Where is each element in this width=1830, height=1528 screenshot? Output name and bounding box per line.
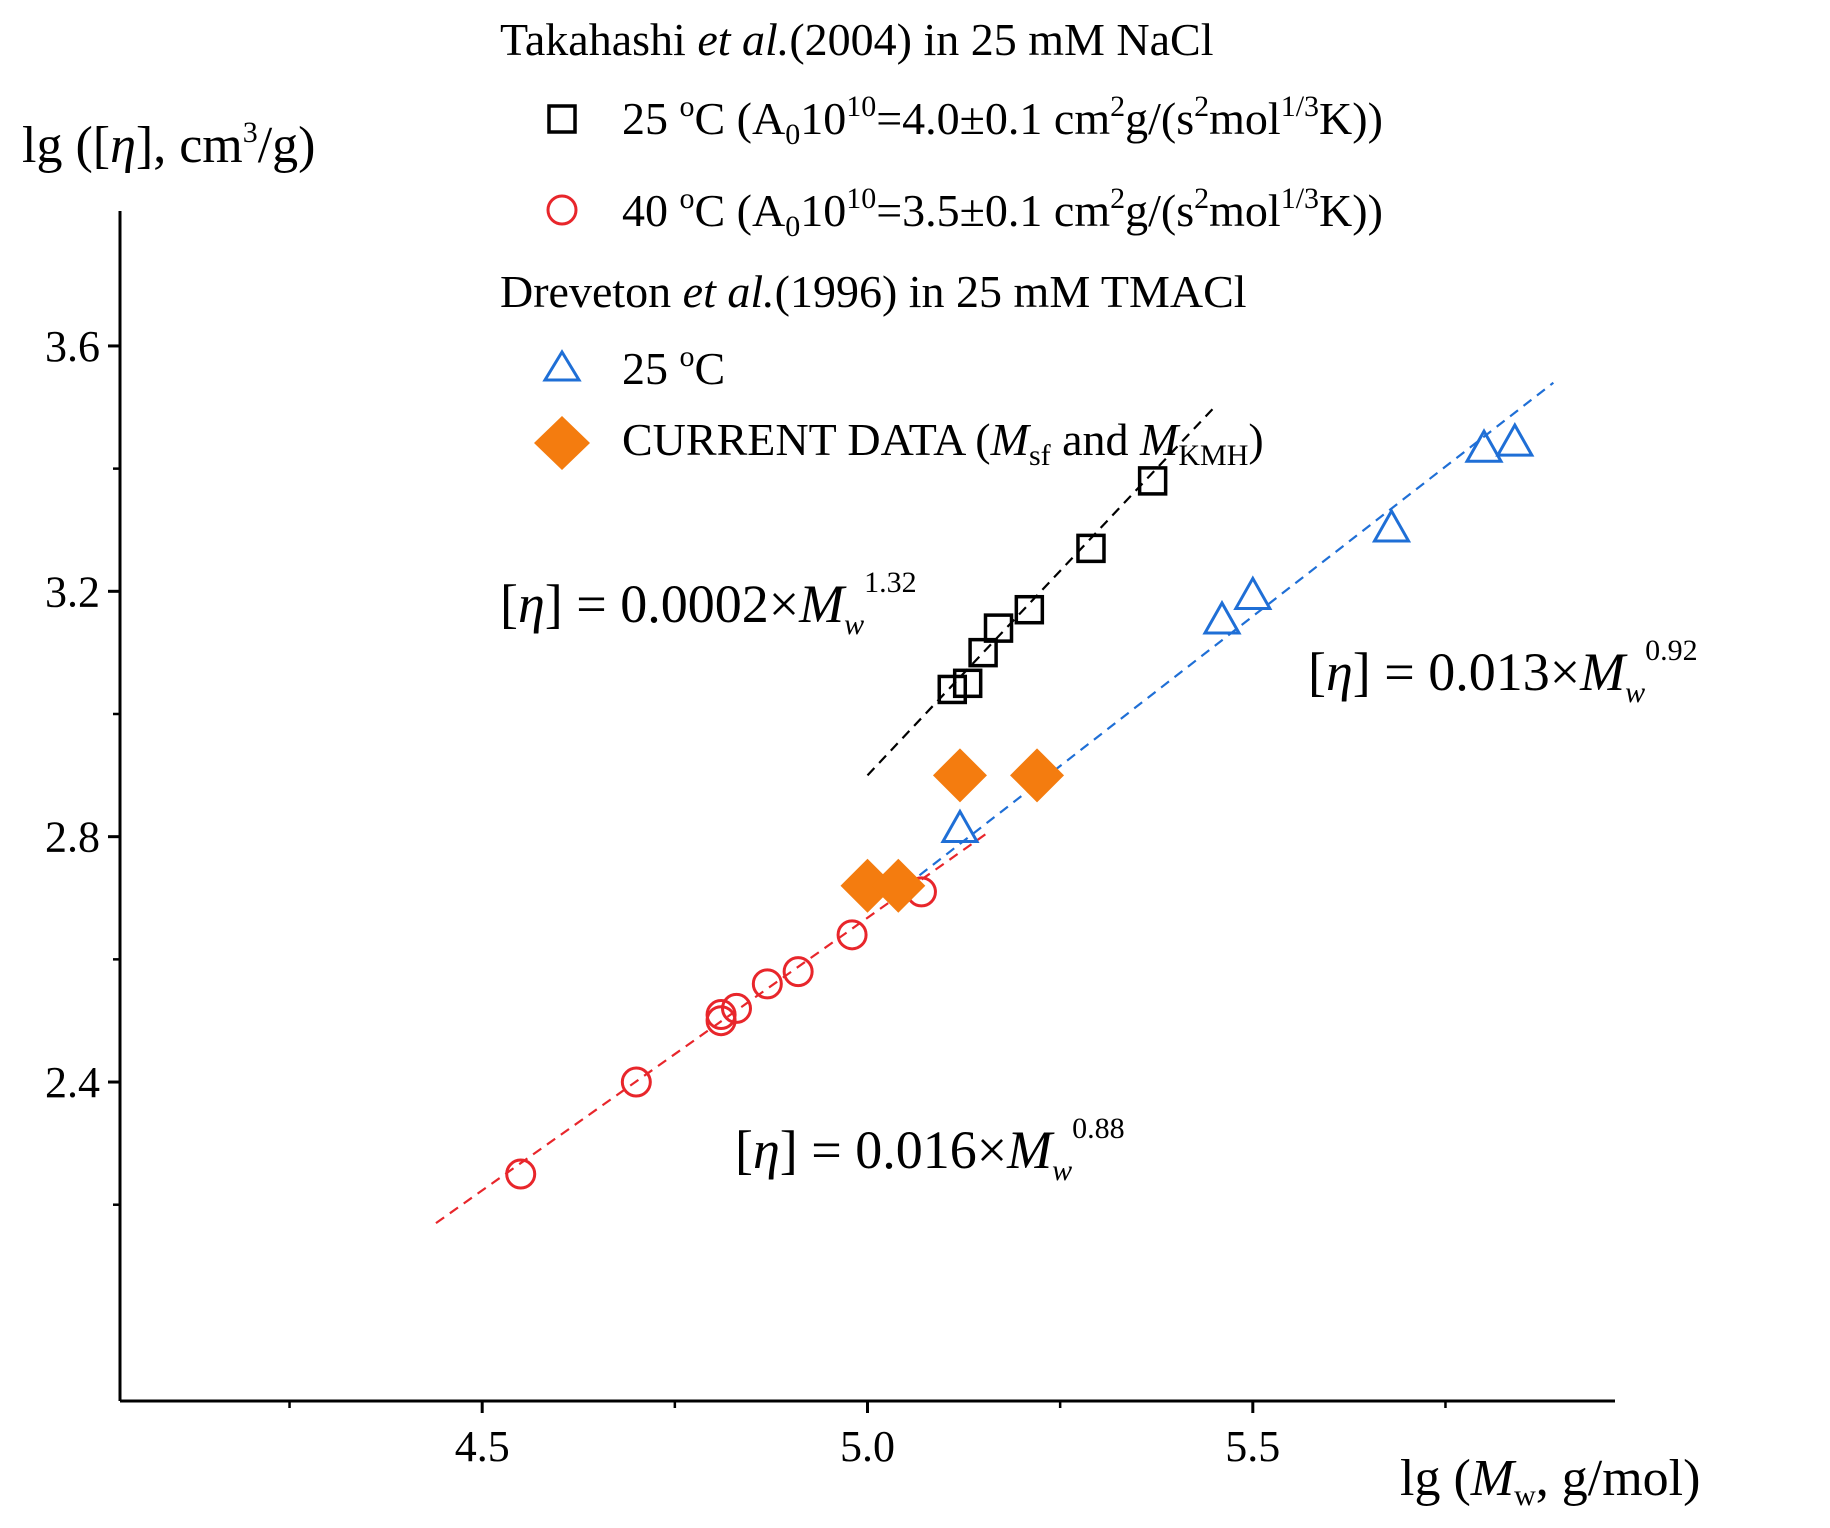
fit-lines: [435, 381, 1555, 1225]
circle-point: [836, 919, 868, 951]
circle-point: [751, 968, 783, 1000]
diamond-point: [840, 858, 895, 913]
legend-circle-marker: [546, 194, 578, 226]
y-tick-label: 2.8: [45, 813, 100, 862]
x-axis-title: lg (Mw, g/mol): [1400, 1450, 1700, 1512]
diamond-point: [1010, 748, 1065, 803]
equation-blue: [η] = 0.013×Mw0.92: [1308, 634, 1698, 709]
triangle-point: [1495, 422, 1535, 457]
triangle-point: [940, 808, 980, 844]
legend-diamond-marker: [534, 416, 590, 470]
triangle-point: [1202, 599, 1242, 635]
x-tick-label: 5.5: [1225, 1422, 1280, 1471]
square-point: [983, 613, 1014, 643]
circle-point: [705, 1005, 737, 1037]
legend-label-takahashi-40: 40 oC (A01010=3.5±0.1 cm2g/(s2mol1/3K)): [622, 182, 1383, 243]
legend-square-marker: [547, 104, 577, 134]
triangle-point: [1464, 428, 1504, 463]
equation-red: [η] = 0.016×Mw0.88: [735, 1112, 1125, 1187]
data-points: [505, 422, 1535, 1190]
axes: [118, 211, 1615, 1403]
legend-group2-title: Dreveton et al.(1996) in 25 mM TMACl: [500, 266, 1247, 317]
square-point: [968, 637, 998, 668]
y-tick-label: 3.2: [45, 567, 100, 616]
legend-group1-title: Takahashi et al.(2004) in 25 mM NaCl: [500, 14, 1214, 65]
legend-label-takahashi-25: 25 oC (A01010=4.0±0.1 cm2g/(s2mol1/3K)): [622, 90, 1383, 151]
diamond-point: [871, 858, 926, 913]
square-point: [952, 668, 983, 699]
circle-point: [505, 1158, 537, 1190]
x-tick-label: 4.5: [455, 1422, 510, 1471]
circle-point: [782, 956, 814, 988]
y-axis-title: lg ([η], cm3/g): [22, 116, 316, 174]
square-point: [1014, 594, 1045, 625]
square-point: [1137, 466, 1168, 496]
circle-point: [720, 992, 752, 1024]
triangle-point: [1233, 575, 1273, 610]
triangle-point: [1371, 507, 1412, 543]
ticks: 2.4 2.8 3.2 3.6 4.5 5.0 5.5: [45, 322, 1447, 1471]
legend: Takahashi et al.(2004) in 25 mM NaCl 25 …: [500, 14, 1383, 472]
circle-point: [620, 1066, 652, 1098]
y-tick-label: 2.4: [45, 1058, 100, 1107]
square-point: [1076, 533, 1106, 564]
x-tick-label: 5.0: [840, 1422, 895, 1471]
equation-black: [η] = 0.0002×Mw1.32: [500, 566, 917, 641]
legend-label-dreveton-25: 25 oC: [622, 340, 725, 394]
legend-label-current-data: CURRENT DATA (Msf and MKMH): [622, 414, 1264, 472]
diamond-point: [932, 748, 987, 803]
legend-triangle-marker: [542, 349, 582, 382]
y-tick-label: 3.6: [45, 322, 100, 371]
square-point: [937, 674, 968, 705]
